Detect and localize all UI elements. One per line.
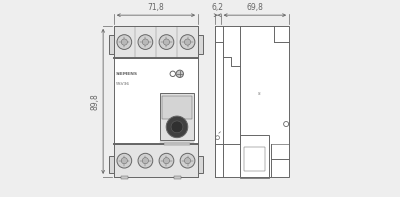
Circle shape <box>138 35 153 49</box>
Circle shape <box>142 39 148 45</box>
Text: SIEMENS: SIEMENS <box>116 72 138 76</box>
Circle shape <box>121 39 128 45</box>
Bar <box>214 26 289 177</box>
Bar <box>114 26 198 177</box>
Circle shape <box>138 153 153 168</box>
Text: S: S <box>258 92 260 96</box>
Bar <box>244 147 265 171</box>
Circle shape <box>163 158 170 164</box>
Circle shape <box>170 71 176 76</box>
Text: 71,8: 71,8 <box>148 3 164 12</box>
Circle shape <box>159 35 174 49</box>
Bar <box>109 156 114 173</box>
Circle shape <box>117 153 132 168</box>
Text: 5SV36: 5SV36 <box>116 82 130 86</box>
Bar <box>162 96 192 119</box>
Bar <box>198 35 203 54</box>
Circle shape <box>142 158 148 164</box>
Circle shape <box>163 39 170 45</box>
Text: 69,8: 69,8 <box>246 3 263 12</box>
Bar <box>109 35 114 54</box>
Circle shape <box>121 158 128 164</box>
Circle shape <box>166 116 188 138</box>
Circle shape <box>176 70 184 77</box>
Bar <box>164 143 190 145</box>
Bar <box>114 144 198 177</box>
Bar <box>174 176 181 179</box>
Text: 6,2: 6,2 <box>212 3 224 12</box>
Circle shape <box>117 35 132 49</box>
Circle shape <box>180 35 195 49</box>
Text: 89,8: 89,8 <box>91 93 100 110</box>
Circle shape <box>171 121 183 133</box>
Circle shape <box>180 153 195 168</box>
Circle shape <box>184 158 191 164</box>
Circle shape <box>159 153 174 168</box>
Bar <box>160 93 194 140</box>
Bar <box>114 26 198 58</box>
Bar <box>240 135 269 177</box>
Circle shape <box>184 39 191 45</box>
Bar <box>121 176 128 179</box>
Bar <box>198 156 203 173</box>
